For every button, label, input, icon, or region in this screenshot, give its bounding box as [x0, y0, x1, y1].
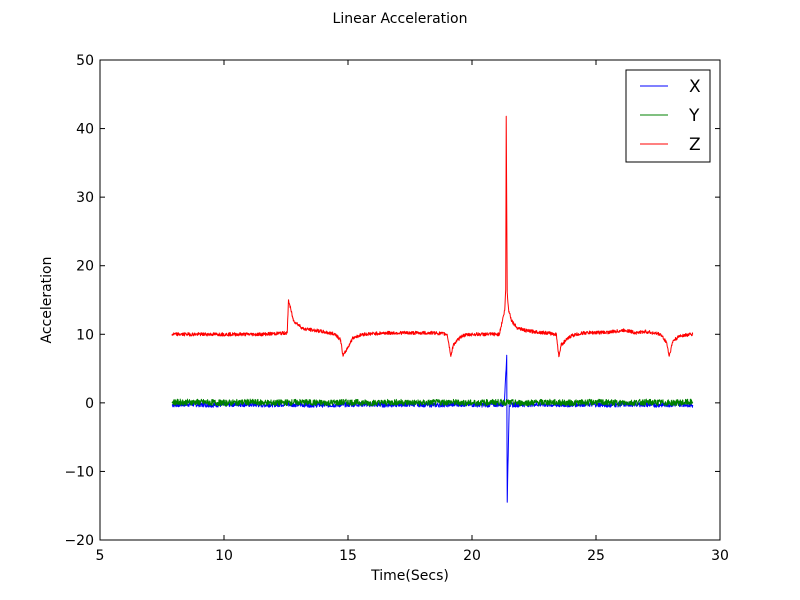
y-axis-label: Acceleration: [39, 257, 55, 344]
legend: XYZ: [625, 69, 711, 163]
x-tick-label: 30: [711, 548, 729, 564]
series-line-y: [171, 398, 694, 407]
chart-title: Linear Acceleration: [333, 11, 468, 27]
y-tick-label: −10: [64, 464, 94, 480]
x-tick-label: 20: [463, 548, 481, 564]
legend-label-z: Z: [689, 135, 701, 155]
y-tick-label: 20: [76, 259, 94, 275]
y-tick-label: 10: [76, 327, 94, 343]
y-tick-label: 30: [76, 190, 94, 206]
y-tick-label: −20: [64, 533, 94, 549]
x-tick-label: 25: [587, 548, 605, 564]
plot-frame: [99, 59, 721, 541]
y-axis: −20 −10 0 10 20 30 40 50: [64, 53, 720, 549]
legend-label-y: Y: [688, 106, 700, 126]
x-tick-label: 10: [215, 548, 233, 564]
legend-label-x: X: [689, 77, 701, 97]
legend-box: [625, 69, 711, 163]
x-axis: 5 10 15 20 25 30: [96, 60, 729, 564]
y-tick-label: 0: [85, 396, 94, 412]
x-axis-label: Time(Secs): [370, 568, 449, 584]
x-tick-label: 15: [339, 548, 357, 564]
y-tick-label: 50: [76, 53, 94, 69]
series-line-z: [171, 115, 694, 358]
x-tick-label: 5: [96, 548, 105, 564]
series-layer: [171, 115, 694, 503]
y-tick-label: 40: [76, 122, 94, 138]
